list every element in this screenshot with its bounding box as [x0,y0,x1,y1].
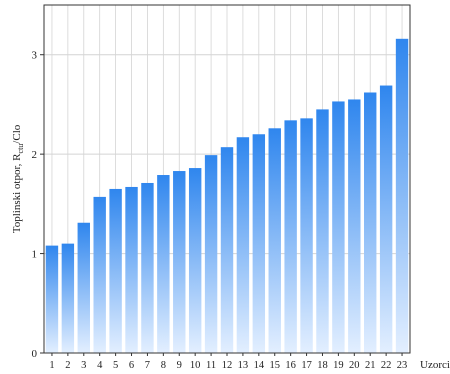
bar-5 [109,188,122,353]
bar-8 [157,175,170,353]
bar-20 [348,99,361,353]
x-tick-label: 22 [381,360,392,371]
x-tick-label: 1 [49,360,54,371]
bar-13 [236,137,250,353]
bar-6 [125,186,138,353]
x-tick-label: 20 [349,360,360,371]
bar-11 [204,155,218,353]
bars [45,38,409,354]
x-tick-label: 17 [301,360,312,371]
x-tick-label: 3 [81,360,86,371]
x-tick-label: 14 [254,360,265,371]
y-axis-ticks: 0 1 2 3 [32,50,44,360]
x-tick-label: 10 [190,360,201,371]
bar-17 [300,118,313,353]
x-tick-label: 21 [365,360,376,371]
x-tick-label: 19 [333,360,344,371]
bar-21 [364,92,377,354]
y-tick-label: 0 [32,348,38,360]
bar-18 [316,109,329,354]
y-axis-label-main: Toplinski otpor, R [11,153,23,233]
y-tick-label: 3 [32,50,38,62]
x-tick-label: 23 [397,360,408,371]
x-tick-label: 6 [129,360,134,371]
x-tick-label: 4 [97,360,103,371]
x-axis-ticks: 1 2 3 4 5 6 7 8 9 10 11 12 13 14 15 16 17 18 19 20 21 22 23 [49,353,407,371]
bar-4 [93,196,106,353]
y-axis-label-sub: ctu [16,144,25,154]
x-tick-label: 7 [145,360,150,371]
x-tick-label: 2 [65,360,70,371]
bar-2 [61,243,75,353]
bar-3 [77,222,90,353]
bar-23 [395,38,409,353]
x-tick-label: 15 [269,360,280,371]
x-axis-label: Uzorci [420,359,450,371]
x-tick-label: 9 [177,360,182,371]
bar-1 [45,245,59,353]
y-tick-label: 1 [32,249,38,261]
x-tick-label: 8 [161,360,166,371]
y-axis-label: Toplinski otpor, Rctu/Clo [11,124,25,233]
bar-7 [141,182,154,353]
bar-22 [379,85,393,353]
bar-10 [188,168,202,353]
y-axis-label-tail: /Clo [11,124,23,143]
bar-19 [332,101,345,354]
x-tick-label: 13 [238,360,249,371]
bar-12 [220,147,234,353]
x-tick-label: 11 [206,360,216,371]
bar-16 [284,120,297,353]
x-tick-label: 5 [113,360,118,371]
bar-9 [173,171,186,353]
bar-14 [252,134,266,353]
x-tick-label: 16 [285,360,296,371]
bar-15 [268,128,281,353]
x-tick-label: 12 [222,360,233,371]
y-tick-label: 2 [32,149,38,161]
x-tick-label: 18 [317,360,328,371]
